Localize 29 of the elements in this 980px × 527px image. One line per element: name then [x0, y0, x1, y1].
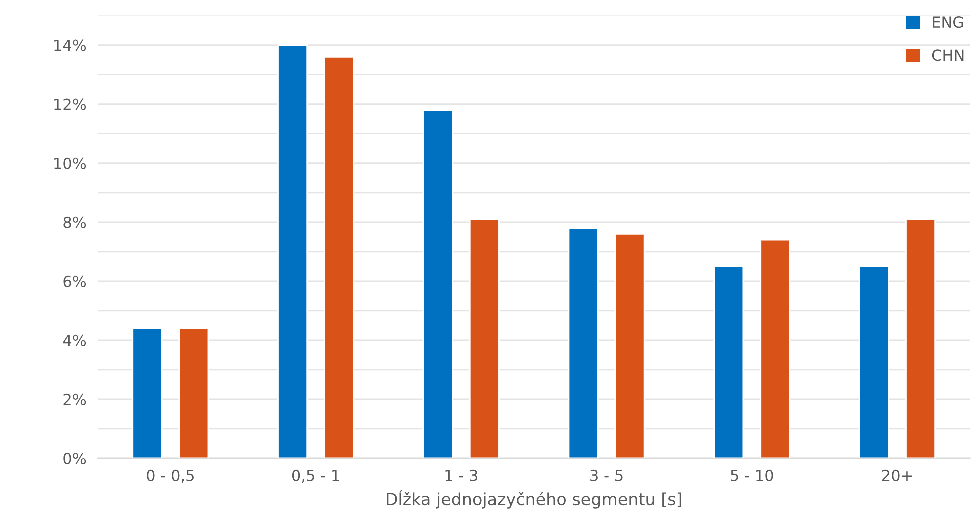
bar — [469, 218, 500, 458]
bar — [859, 266, 890, 458]
x-tick-label: 0,5 - 1 — [292, 470, 340, 483]
bar — [760, 239, 791, 458]
bar — [178, 328, 210, 458]
x-tick-label: 0 - 0,5 — [147, 470, 194, 483]
x-tick-label: 1 - 3 — [446, 470, 478, 482]
bar — [324, 56, 355, 458]
bar — [714, 266, 744, 458]
y-tick-label: 8% — [64, 216, 86, 228]
legend-label: CHN — [932, 50, 964, 62]
y-tick-label: 10% — [54, 158, 86, 170]
legend-label: ENG — [933, 16, 964, 28]
bar — [132, 328, 163, 458]
bar — [422, 110, 454, 458]
y-tick-label: 0% — [64, 452, 86, 465]
x-tick-label: 5 - 10 — [731, 470, 774, 482]
x-tick-label: 3 - 5 — [590, 470, 623, 482]
x-axis-title: Dĺžka jednojazyčného segmentu [s] — [387, 490, 682, 509]
x-tick-label: 20+ — [882, 470, 912, 482]
bar — [568, 228, 599, 458]
bar — [278, 44, 308, 458]
y-tick-label: 14% — [54, 40, 86, 52]
y-tick-label: 12% — [54, 98, 86, 110]
y-tick-label: 6% — [64, 276, 86, 288]
bar — [614, 234, 646, 458]
y-tick-label: 4% — [63, 334, 86, 346]
bar — [906, 218, 936, 458]
y-tick-label: 2% — [64, 394, 86, 406]
